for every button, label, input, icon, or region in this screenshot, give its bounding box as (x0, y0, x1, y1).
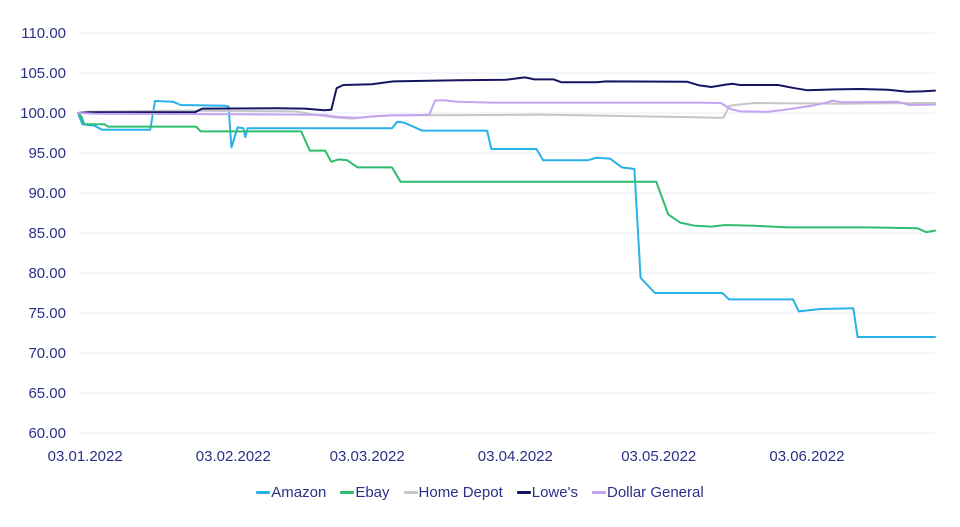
legend-item-home-depot[interactable]: Home Depot (403, 484, 503, 501)
x-axis-label-03-06-2022: 03.06.2022 (769, 448, 844, 465)
x-axis-label-03-01-2022: 03.01.2022 (48, 448, 123, 465)
legend-label-lowe-s: Lowe's (531, 484, 578, 501)
legend-label-amazon: Amazon (271, 484, 327, 501)
y-axis-label-110: 110.00 (21, 25, 66, 42)
x-axis-label-03-02-2022: 03.02.2022 (196, 448, 271, 465)
y-axis-label-70: 70.00 (28, 345, 66, 362)
x-axis-label-03-04-2022: 03.04.2022 (478, 448, 553, 465)
y-axis-label-90: 90.00 (28, 185, 66, 202)
legend-item-dollar-general[interactable]: Dollar General (591, 484, 704, 501)
series-line-ebay (77, 112, 936, 234)
legend-item-lowe-s[interactable]: Lowe's (516, 484, 578, 501)
y-axis-label-85: 85.00 (28, 225, 66, 242)
y-axis-label-65: 65.00 (28, 385, 66, 402)
y-axis-label-60: 60.00 (28, 425, 66, 442)
legend-swatch-home-depot (403, 491, 418, 494)
legend-swatch-dollar-general (591, 491, 606, 494)
y-axis-label-75: 75.00 (28, 305, 66, 322)
y-axis-label-100: 100.00 (20, 105, 66, 122)
y-axis-label-105: 105.00 (20, 65, 66, 82)
legend-item-amazon[interactable]: Amazon (256, 484, 326, 501)
y-axis-label-95: 95.00 (28, 145, 66, 162)
x-axis-label-03-03-2022: 03.03.2022 (330, 448, 405, 465)
x-axis-label-03-05-2022: 03.05.2022 (621, 448, 696, 465)
stock-performance-chart: 110.00 105.00 100.00 95.00 90.00 85.00 80.00 75… (20, 25, 936, 465)
series-line-home-depot (77, 102, 936, 120)
chart-legend: Amazon Ebay Home Depot Lowe's Dollar General (0, 484, 960, 501)
legend-label-dollar-general: Dollar General (606, 484, 704, 501)
series-line-lowe-s (77, 76, 936, 114)
series-line-dollar-general (77, 99, 936, 119)
legend-swatch-ebay (340, 491, 355, 494)
legend-label-ebay: Ebay (355, 484, 390, 501)
legend-swatch-lowe-s (516, 491, 531, 494)
legend-swatch-amazon (256, 491, 271, 494)
y-axis-label-80: 80.00 (28, 265, 66, 282)
legend-label-home-depot: Home Depot (418, 484, 503, 501)
series-line-amazon (77, 100, 936, 338)
legend-item-ebay[interactable]: Ebay (340, 484, 390, 501)
